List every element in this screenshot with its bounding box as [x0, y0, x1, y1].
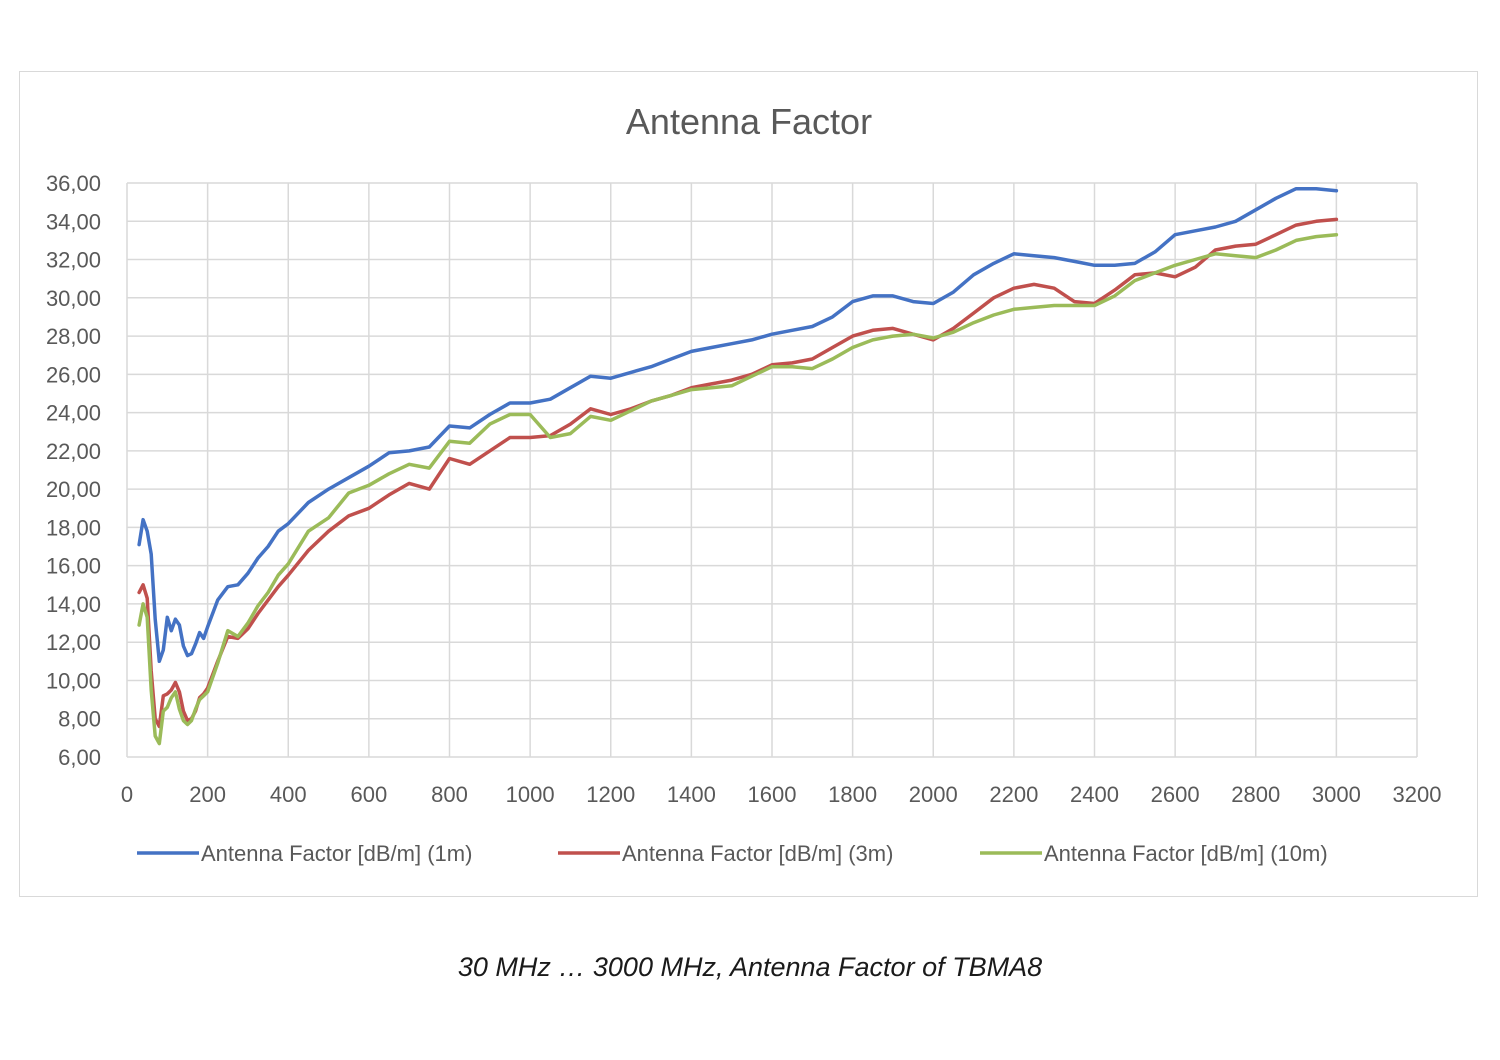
series-line-3	[137, 232, 1339, 746]
y-tick-label: 14,00	[46, 592, 101, 617]
x-tick-label: 1200	[586, 782, 635, 807]
x-tick-label: 400	[270, 782, 307, 807]
x-tick-label: 0	[121, 782, 133, 807]
gridlines	[126, 182, 1418, 758]
x-tick-label: 3200	[1393, 782, 1442, 807]
x-tick-label: 600	[351, 782, 388, 807]
x-tick-label: 2000	[909, 782, 958, 807]
x-axis-tick-labels: 0 200 400 600 800 1000 1200 1400 1600 1800 2000 220…	[121, 782, 1442, 807]
chart-area	[19, 71, 1478, 897]
legend-label-2: Antenna Factor [dB/m] (3m)	[622, 841, 893, 866]
x-tick-label: 3000	[1312, 782, 1361, 807]
y-tick-label: 24,00	[46, 401, 101, 426]
x-tick-label: 1600	[748, 782, 797, 807]
series-line-2	[137, 217, 1339, 729]
x-tick-label: 2400	[1070, 782, 1119, 807]
y-tick-label: 34,00	[46, 209, 101, 234]
series-lines	[137, 186, 1339, 746]
x-tick-label: 1800	[828, 782, 877, 807]
y-tick-label: 6,00	[58, 745, 101, 770]
x-tick-label: 2800	[1231, 782, 1280, 807]
x-tick-label: 1400	[667, 782, 716, 807]
series-line-1	[137, 186, 1339, 664]
y-axis-tick-labels: 6,00 8,00 10,00 12,00 14,00 16,00 18,00 20,00 22…	[46, 171, 101, 770]
y-tick-label: 8,00	[58, 707, 101, 732]
legend-label-1: Antenna Factor [dB/m] (1m)	[201, 841, 472, 866]
y-tick-label: 12,00	[46, 630, 101, 655]
x-tick-label: 2200	[989, 782, 1038, 807]
y-tick-label: 20,00	[46, 477, 101, 502]
y-tick-label: 10,00	[46, 668, 101, 693]
y-tick-label: 36,00	[46, 171, 101, 196]
y-tick-label: 18,00	[46, 515, 101, 540]
x-tick-label: 200	[189, 782, 226, 807]
y-tick-label: 30,00	[46, 286, 101, 311]
y-tick-label: 32,00	[46, 248, 101, 273]
figure-caption: 30 MHz … 3000 MHz, Antenna Factor of TBM…	[457, 952, 1043, 982]
y-tick-label: 26,00	[46, 362, 101, 387]
legend: Antenna Factor [dB/m] (1m) Antenna Factor…	[137, 841, 1328, 866]
x-tick-label: 800	[431, 782, 468, 807]
legend-label-3: Antenna Factor [dB/m] (10m)	[1044, 841, 1328, 866]
x-tick-label: 1000	[506, 782, 555, 807]
x-tick-label: 2600	[1151, 782, 1200, 807]
y-tick-label: 22,00	[46, 439, 101, 464]
chart-title: Antenna Factor	[626, 101, 872, 142]
y-tick-label: 28,00	[46, 324, 101, 349]
y-tick-label: 16,00	[46, 554, 101, 579]
